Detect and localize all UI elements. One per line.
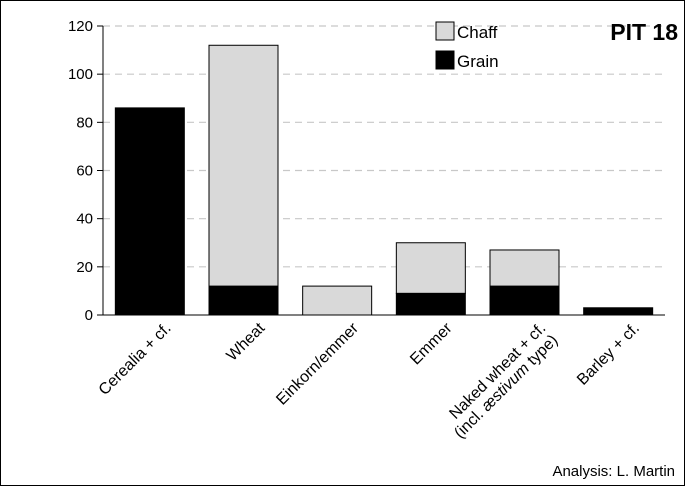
bar-grain-1 [208,285,279,316]
bar-grain-3 [395,292,466,316]
y-tick-label: 60 [76,163,93,180]
y-tick-label: 20 [76,259,93,276]
x-tick-label: Emmer [407,319,456,368]
x-tick-label-line1: Emmer [407,319,456,368]
x-tick-label-line1: Einkorn/emmer [273,319,362,408]
bar-chaff-1 [208,44,279,287]
x-tick-label-line1: Barley + cf. [574,320,643,389]
y-tick-label: 80 [76,114,93,131]
bar-chaff-3 [395,242,466,294]
x-tick-label-line1: Wheat [224,319,269,364]
bar-grain-5 [583,307,654,316]
y-tick-label: 40 [76,211,93,228]
chart-title: PIT 18 [610,19,678,45]
x-axis-labels: Cerealia + cf. Wheat Einkorn/emmer EmmerNak… [96,319,643,442]
x-tick-label: Naked wheat + cf.(incl. æstivum type) [446,320,561,442]
legend-label-chaff: Chaff [457,23,498,42]
x-tick-label: Cerealia + cf. [96,320,175,399]
bars [114,44,654,316]
gridlines [103,25,665,268]
x-tick-label: Einkorn/emmer [273,319,362,408]
legend-swatch-grain [435,50,455,70]
bar-chaff-4 [489,249,560,287]
bar-grain-0 [114,107,185,316]
x-tick-label: Barley + cf. [574,320,643,389]
y-tick-label: 120 [68,18,93,35]
y-axis: 0 20 40 60 80 100 120 [68,18,665,324]
x-tick-label-line1: Cerealia + cf. [96,320,175,399]
legend-swatch-chaff [435,21,455,41]
legend: Chaff Grain [435,21,499,71]
y-tick-label: 0 [85,307,93,324]
analysis-credit: Analysis: L. Martin [552,463,675,480]
bar-chaff-2 [302,285,373,316]
legend-label-grain: Grain [457,52,499,71]
x-tick-label-line2: (incl. æstivum type) [451,332,561,442]
bar-grain-4 [489,285,560,316]
x-tick-label: Wheat [224,319,269,364]
y-tick-label: 100 [68,66,93,83]
